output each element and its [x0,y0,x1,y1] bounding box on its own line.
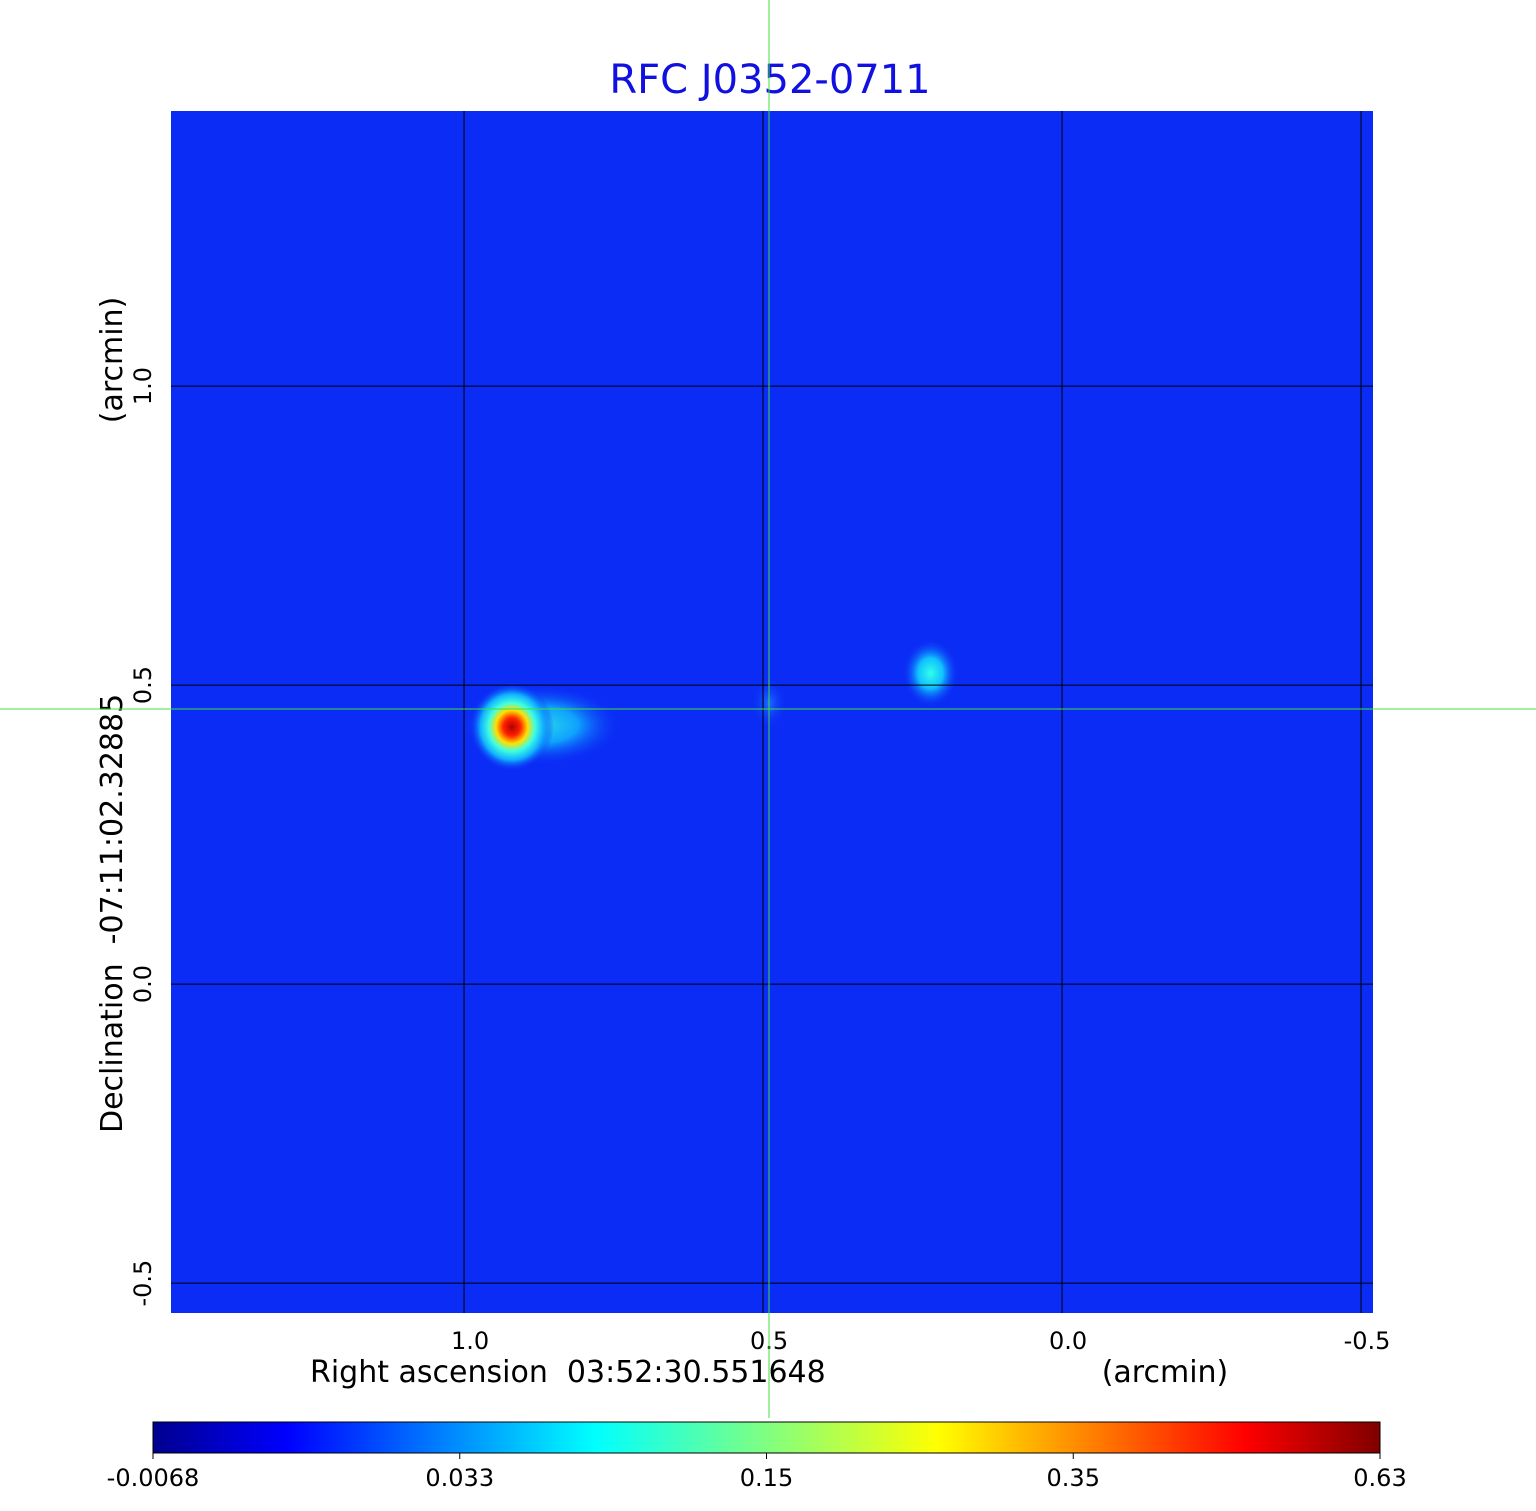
y-tick-label: 1.0 [129,367,157,405]
x-tick-label: 0.0 [1049,1327,1087,1355]
y-tick-label: -0.5 [129,1260,157,1307]
y-tick-label: 0.0 [129,965,157,1003]
colorbar [152,1421,1381,1454]
chart-title: RFC J0352-0711 [609,57,930,103]
y-axis-label: Declination -07:11:02.32885 [95,694,130,1133]
x-tick-label: 1.0 [451,1327,489,1355]
source-peak [902,639,959,708]
colorbar-tick-label: 0.15 [740,1464,793,1492]
colorbar-tick-label: -0.0068 [107,1464,200,1492]
y-tick-label: 0.5 [129,666,157,704]
x-tick-label: -0.5 [1344,1327,1391,1355]
colorbar-tick-label: 0.63 [1353,1464,1406,1492]
x-axis-label: Right ascension 03:52:30.551648 [310,1355,826,1390]
colorbar-tick-label: 0.033 [425,1464,494,1492]
x-axis-unit: (arcmin) [1102,1355,1229,1390]
y-axis-unit: (arcmin) [95,297,130,424]
colorbar-tick-label: 0.35 [1047,1464,1100,1492]
source-peak [469,682,554,771]
